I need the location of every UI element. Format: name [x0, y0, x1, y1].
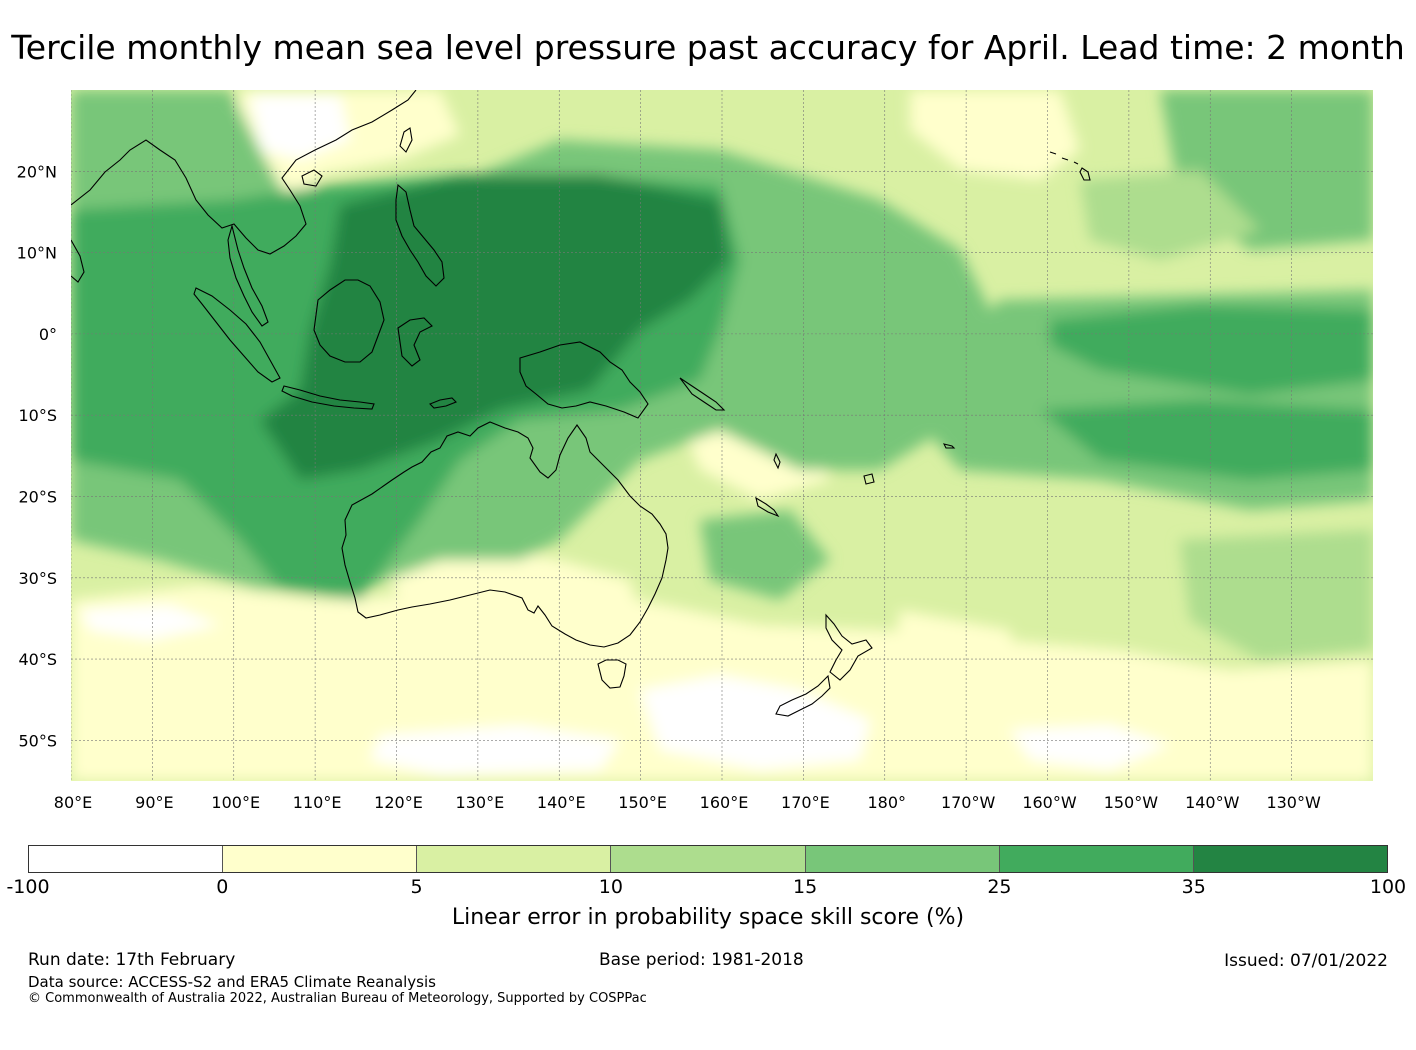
southern-white-2: [370, 725, 620, 775]
longitude-label: 130°E: [456, 793, 505, 812]
south-pacific-high-skill: [1040, 400, 1373, 480]
colorbar-tick-label: 15: [793, 876, 818, 898]
latitude-label: 20°S: [18, 487, 57, 506]
australia-low-skill: [380, 545, 640, 630]
vanuatu-coast: [773, 452, 781, 470]
longitude-label: 180°: [867, 793, 906, 812]
longitude-label: 160°W: [1022, 793, 1077, 812]
map-title: Tercile monthly mean sea level pressure …: [11, 28, 1405, 67]
sulawesi-coast: [397, 317, 433, 367]
longitude-label: 90°E: [135, 793, 173, 812]
issued-date: Issued: 07/01/2022: [1224, 951, 1388, 971]
latitude-labels: 20°N 10°N 0° 10°S 20°S 30°S 40°S 50°S: [17, 162, 57, 750]
colorbar-segment: [223, 846, 418, 872]
latitude-label: 10°N: [17, 244, 57, 263]
colorbar-segment: [805, 846, 1000, 872]
colorbar-segment: [999, 846, 1194, 872]
coastlines: [71, 90, 1091, 717]
data-source: Data source: ACCESS-S2 and ERA5 Climate …: [28, 973, 436, 991]
longitude-label: 140°W: [1185, 793, 1240, 812]
longitude-label: 100°E: [211, 793, 260, 812]
colorbar-tick-label: 5: [410, 876, 423, 898]
graticule: [71, 90, 1373, 781]
tasmania-coast: [597, 659, 627, 689]
nz-south-island-coast: [775, 674, 831, 717]
longitude-label: 110°E: [293, 793, 342, 812]
colorbar-tick-label: 35: [1181, 876, 1206, 898]
warm-pool-highest-skill: [260, 175, 730, 480]
longitude-label: 140°E: [537, 793, 586, 812]
north-pacific-low-skill: [910, 90, 1080, 180]
copyright: © Commonwealth of Australia 2022, Austra…: [28, 991, 647, 1006]
colorbar-segment: [29, 846, 224, 872]
tasman-low-skill: [890, 610, 1020, 700]
latitude-label: 50°S: [18, 731, 57, 750]
longitude-label: 120°E: [374, 793, 423, 812]
java-coast: [281, 385, 375, 410]
taiwan-coast: [399, 127, 413, 153]
run-date: Run date: 17th February: [28, 950, 236, 970]
solomon-islands-coast: [679, 377, 726, 411]
new-guinea-coast: [519, 341, 649, 419]
southern-white-3: [1010, 725, 1170, 770]
southeast-pacific-skill: [1180, 530, 1373, 660]
longitude-label: 170°E: [781, 793, 830, 812]
hainan-coast: [301, 169, 323, 187]
samoa-coast: [942, 443, 956, 449]
longitude-label: 170°W: [941, 793, 996, 812]
colorbar-tick-label: 100: [1369, 876, 1407, 898]
colorbar-segment: [417, 846, 612, 872]
colorbar-segment: [1193, 846, 1387, 872]
southern-white-4: [80, 605, 220, 640]
base-period: Base period: 1981-2018: [599, 950, 804, 970]
hawaii-coast: [1049, 151, 1091, 181]
sumatra-coast: [193, 287, 281, 383]
nz-north-island-coast: [825, 613, 873, 681]
latitude-label: 20°N: [17, 162, 57, 181]
longitude-labels: 80°E 90°E 100°E 110°E 120°E 130°E 140°E 150°E 16…: [54, 793, 1321, 812]
hawaii-mid-skill: [1080, 170, 1260, 260]
latitude-label: 40°S: [18, 650, 57, 669]
colorbar-tick-label: 0: [216, 876, 229, 898]
longitude-label: 130°W: [1266, 793, 1321, 812]
equatorial-pacific-high-skill: [1050, 305, 1373, 395]
longitude-label: 80°E: [54, 793, 92, 812]
philippines-coast: [395, 183, 445, 287]
fiji-coast: [863, 473, 875, 485]
timor-coast: [429, 397, 457, 409]
latitude-label: 30°S: [18, 569, 57, 588]
latitude-label: 10°S: [18, 406, 57, 425]
malay-peninsula-coast: [227, 223, 269, 327]
southern-white-1: [640, 675, 870, 770]
china-white: [250, 95, 350, 160]
colorbar-tick-label: 10: [598, 876, 623, 898]
colorbar: [28, 845, 1388, 873]
skill-score-map: 80°E 90°E 100°E 110°E 120°E 130°E 140°E 150°E 16…: [17, 90, 1373, 812]
colorbar-tick-label: -100: [6, 876, 50, 898]
longitude-label: 160°E: [700, 793, 749, 812]
australia-coast: [341, 421, 669, 648]
longitude-label: 150°W: [1104, 793, 1159, 812]
colorbar-segment: [611, 846, 806, 872]
india-sri-lanka-coast: [71, 239, 85, 283]
borneo-coast: [313, 279, 385, 363]
latitude-label: 0°: [39, 325, 57, 344]
mainland-asia-coast: [71, 90, 417, 255]
longitude-label: 150°E: [618, 793, 667, 812]
colorbar-tick-label: 25: [987, 876, 1012, 898]
colorbar-label: Linear error in probability space skill …: [451, 905, 965, 930]
new-caledonia-coast: [755, 496, 780, 518]
